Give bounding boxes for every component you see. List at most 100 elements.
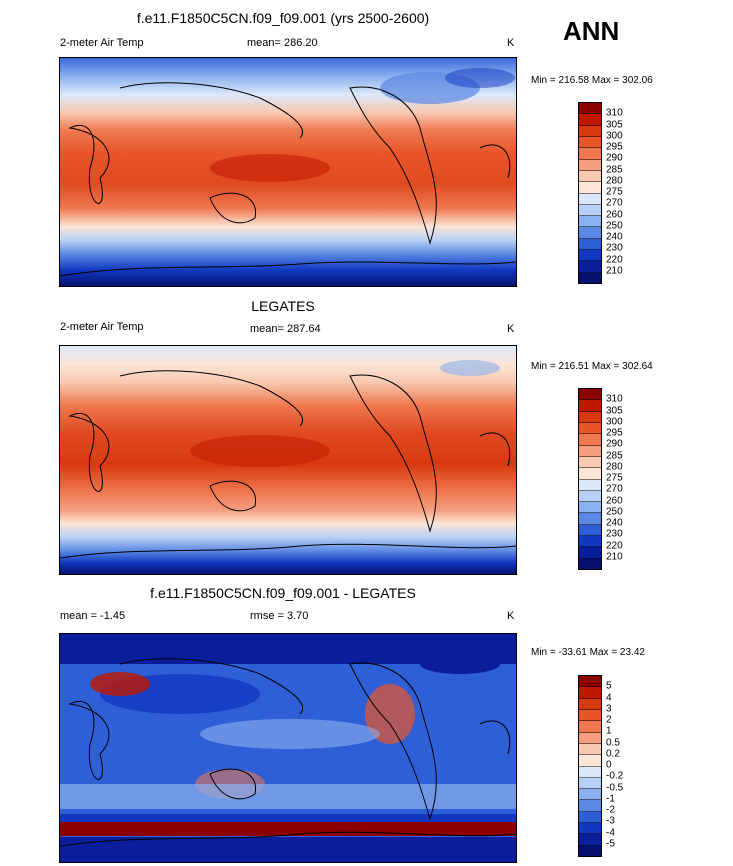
colorbar-tick-label: 250 — [606, 506, 623, 518]
colorbar-swatch — [579, 823, 601, 835]
colorbar-tick-label: -1 — [606, 793, 615, 805]
colorbar-tick-label: 310 — [606, 393, 623, 405]
colorbar-swatch — [579, 434, 601, 446]
colorbar-labels: 310 305 300 295 290 285 280 275 270 260 250 240 230 2… — [606, 102, 646, 282]
colorbar-tick-label: 260 — [606, 495, 623, 506]
colorbar-tick-label: 275 — [606, 186, 623, 198]
colorbar-swatch — [579, 136, 601, 149]
colorbar-swatch — [579, 789, 601, 801]
colorbar-swatch — [579, 490, 601, 503]
colorbar-tick-label: 285 — [606, 164, 623, 175]
colorbar-tick-label: 220 — [606, 254, 623, 265]
units-label: K — [507, 610, 515, 622]
colorbar-swatch — [579, 513, 601, 525]
colorbar-swatch — [579, 845, 601, 856]
colorbar-swatch — [579, 547, 601, 559]
colorbar-swatch — [579, 834, 601, 846]
min-max-label: Min = -33.61 Max = 23.42 — [531, 647, 645, 658]
colorbar-tick-label: 290 — [606, 438, 623, 450]
colorbar-tick-label: 270 — [606, 483, 623, 495]
colorbar-swatch — [579, 732, 601, 744]
colorbar-swatch — [579, 687, 601, 699]
season-label: ANN — [563, 16, 620, 46]
colorbar-swatch — [579, 238, 601, 251]
colorbar-tick-label: 290 — [606, 152, 623, 164]
map-field — [60, 634, 516, 862]
colorbar-swatch — [579, 103, 601, 115]
colorbar-tick-label: 0 — [606, 759, 612, 771]
colorbar-tick-label: -0.5 — [606, 782, 624, 793]
colorbar-swatch — [579, 250, 601, 262]
colorbar-swatch — [579, 411, 601, 423]
colorbar-tick-label: 280 — [606, 175, 623, 187]
colorbar-swatch — [579, 721, 601, 733]
colorbar-tick-label: 250 — [606, 220, 623, 232]
variable-label: 2-meter Air Temp — [60, 321, 144, 333]
colorbar-tick-label: 3 — [606, 703, 612, 715]
colorbar-tick-label: 2 — [606, 714, 612, 726]
colorbar-swatch — [579, 114, 601, 126]
colorbar-swatch — [579, 698, 601, 710]
colorbar-swatch — [579, 193, 601, 205]
colorbar-tick-label: 285 — [606, 450, 623, 461]
colorbar-tick-label: -3 — [606, 815, 615, 827]
colorbar-tick-label: 280 — [606, 461, 623, 473]
colorbar-tick-label: 1 — [606, 725, 612, 737]
colorbar-tick-label: -4 — [606, 827, 615, 838]
colorbar-swatch — [579, 216, 601, 228]
colorbar-swatch — [579, 389, 601, 401]
colorbar-swatch — [579, 125, 601, 137]
colorbar-tick-label: 0.5 — [606, 737, 620, 748]
rmse-label: rmse = 3.70 — [250, 610, 309, 622]
colorbar-tick-label: 230 — [606, 528, 623, 540]
colorbar-swatch — [579, 800, 601, 812]
colorbar-swatch — [579, 159, 601, 171]
colorbar-swatch — [579, 170, 601, 183]
colorbar-swatch — [579, 445, 601, 457]
min-max-label: Min = 216.58 Max = 302.06 — [531, 75, 653, 86]
colorbar-swatch — [579, 456, 601, 469]
colorbar-swatch — [579, 743, 601, 756]
colorbar-swatch — [579, 524, 601, 537]
colorbar-tick-label: 270 — [606, 197, 623, 209]
colorbar-swatch — [579, 479, 601, 491]
colorbar-swatch — [579, 536, 601, 548]
colorbar-swatch — [579, 755, 601, 767]
colorbar — [578, 102, 602, 284]
panel-title: f.e11.F1850C5CN.f09_f09.001 - LEGATES — [150, 585, 416, 601]
panel-title: LEGATES — [251, 298, 315, 314]
colorbar-swatch — [579, 182, 601, 194]
colorbar-tick-label: 300 — [606, 130, 623, 142]
colorbar-swatch — [579, 204, 601, 217]
colorbar-tick-label: 295 — [606, 427, 623, 439]
colorbar-tick-label: 300 — [606, 416, 623, 428]
colorbar-tick-label: 310 — [606, 107, 623, 119]
map-field — [60, 346, 516, 574]
colorbar-tick-label: 220 — [606, 540, 623, 551]
colorbar-tick-label: 210 — [606, 265, 623, 277]
colorbar-swatch — [579, 676, 601, 688]
difference-map — [59, 633, 517, 863]
colorbar-tick-label: 4 — [606, 692, 612, 703]
colorbar-tick-label: -5 — [606, 838, 615, 850]
colorbar-tick-label: -0.2 — [606, 770, 624, 782]
colorbar-labels: 5 4 3 2 1 0.5 0.2 0 -0.2 -0.5 -1 -2 -3 -4 -5 — [606, 675, 646, 855]
colorbar-swatch — [579, 400, 601, 412]
min-max-label: Min = 216.51 Max = 302.64 — [531, 361, 653, 372]
colorbar-swatch — [579, 261, 601, 273]
colorbar-tick-label: 305 — [606, 119, 623, 130]
colorbar-tick-label: 260 — [606, 209, 623, 220]
colorbar-swatch — [579, 148, 601, 160]
colorbar-swatch — [579, 227, 601, 239]
colorbar-swatch — [579, 766, 601, 778]
colorbar-swatch — [579, 422, 601, 435]
mean-label: mean = -1.45 — [60, 610, 126, 622]
colorbar-tick-label: 210 — [606, 551, 623, 563]
colorbar-swatch — [579, 468, 601, 480]
colorbar-labels: 310 305 300 295 290 285 280 275 270 260 250 240 230 2… — [606, 388, 646, 568]
colorbar-swatch — [579, 777, 601, 790]
colorbar — [578, 388, 602, 570]
colorbar-swatch — [579, 272, 601, 283]
variable-label: 2-meter Air Temp — [60, 37, 144, 49]
mean-label: mean= 287.64 — [250, 323, 321, 335]
